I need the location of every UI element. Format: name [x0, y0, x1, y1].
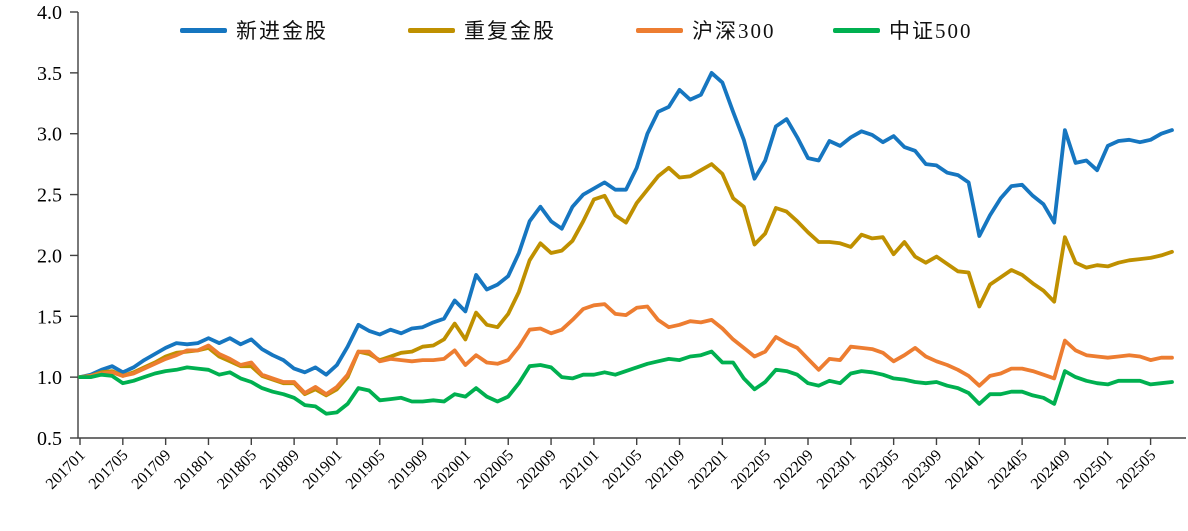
x-axis-tick-label: 201805 [214, 447, 260, 493]
series-line-新进金股 [78, 71, 1174, 380]
x-axis-tick-label: 202301 [814, 447, 860, 493]
x-axis-tick-label: 202005 [471, 447, 517, 493]
x-axis-tick-label: 202409 [1028, 447, 1074, 493]
x-axis-tick-label: 201909 [385, 447, 431, 493]
x-axis-tick-label: 202201 [685, 447, 731, 493]
legend-line-swatch-blue [180, 27, 227, 33]
series-line-重复金股 [78, 162, 1174, 398]
x-axis-tick-label: 201809 [257, 447, 303, 493]
x-axis-tick-label: 202405 [985, 447, 1031, 493]
x-axis-tick-label: 201801 [171, 447, 217, 493]
legend-line-swatch-green [833, 27, 880, 33]
x-axis-tick-label: 202209 [771, 447, 817, 493]
x-axis-tick-label: 202205 [728, 447, 774, 493]
axis-spines [77, 12, 1186, 439]
x-axis-tick-label: 202009 [514, 447, 560, 493]
y-axis-tick-label: 3.0 [37, 124, 62, 146]
legend-item-repeated-gold-stocks: 重复金股 [408, 17, 556, 43]
legend-label: 中证500 [889, 19, 973, 43]
x-axis-tick-label: 202401 [942, 447, 988, 493]
legend-label: 新进金股 [236, 19, 328, 43]
x-axis-tick-label: 201705 [86, 447, 132, 493]
x-axis-tick-label: 202305 [857, 447, 903, 493]
y-axis-tick-label: 3.5 [37, 63, 62, 85]
series-line-中证500 [78, 349, 1174, 416]
legend-label: 重复金股 [464, 19, 556, 43]
x-axis-tick-label: 202505 [1113, 447, 1159, 493]
x-axis-tick-label: 201709 [129, 447, 175, 493]
y-axis-tick-label: 1.0 [37, 367, 62, 389]
y-axis-tick-label: 0.5 [37, 428, 62, 450]
x-axis-tick-label: 202501 [1071, 447, 1117, 493]
x-axis-tick-label: 202109 [642, 447, 688, 493]
legend-item-new-gold-stocks: 新进金股 [180, 17, 328, 43]
legend-line-swatch-orange [636, 27, 683, 33]
legend-item-csi500: 中证500 [833, 17, 973, 43]
x-axis-tick-label: 201701 [43, 447, 89, 493]
x-axis-tick-label: 201905 [343, 447, 389, 493]
y-axis-tick-label: 2.5 [37, 185, 62, 207]
series-line-沪深300 [78, 302, 1174, 397]
legend-label: 沪深300 [692, 19, 776, 43]
x-axis-tick-label: 202309 [899, 447, 945, 493]
y-axis-tick-label: 2.0 [37, 245, 62, 267]
x-axis-tick-label: 201901 [300, 447, 346, 493]
legend-item-csi300: 沪深300 [636, 17, 776, 43]
legend-line-swatch-gold [408, 27, 455, 33]
y-axis-tick-label: 1.5 [37, 306, 62, 328]
y-axis-tick-label: 4.0 [37, 2, 62, 24]
x-axis-tick-label: 202101 [557, 447, 603, 493]
x-axis-tick-label: 202001 [428, 447, 474, 493]
x-axis-tick-label: 202105 [600, 447, 646, 493]
